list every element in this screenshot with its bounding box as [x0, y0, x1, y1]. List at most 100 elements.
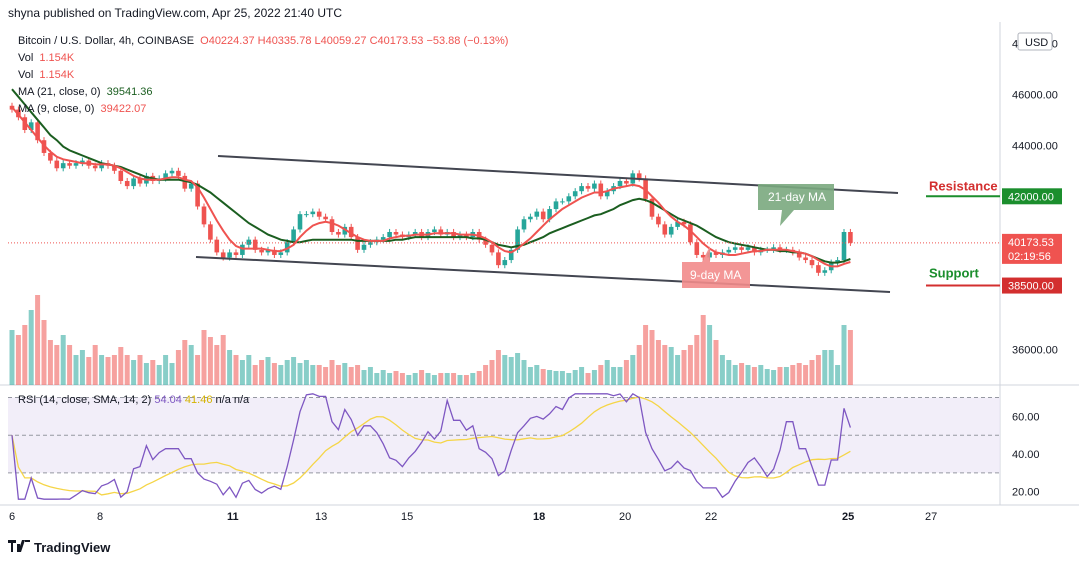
candle-body [668, 226, 674, 235]
volume-bar [54, 345, 60, 385]
candle-body [265, 249, 271, 253]
candle-body [182, 175, 188, 189]
candle-body [380, 237, 386, 240]
volume-bar [444, 373, 450, 385]
legend-ma21-row[interactable]: MA (21, close, 0) 39541.36 [18, 84, 508, 101]
volume-bar [566, 373, 572, 385]
volume-bar [707, 325, 713, 385]
candle-body [387, 232, 392, 238]
currency-label: USD [1025, 37, 1048, 49]
volume-bar [425, 373, 431, 385]
price-tick-label: 44000.00 [1012, 140, 1058, 152]
candle-body [124, 181, 130, 187]
candle-body [304, 214, 309, 216]
volume-bar [182, 340, 188, 385]
candle-body [278, 252, 284, 255]
volume-bar [828, 350, 834, 385]
candle-body [201, 206, 207, 225]
candle-body [118, 170, 124, 181]
volume-bar [73, 355, 79, 385]
volume-bar [169, 363, 175, 385]
volume-bar [92, 345, 98, 385]
volume-bar [150, 360, 156, 385]
legend-vol-row-2[interactable]: Vol 1.154K [18, 67, 508, 84]
candle-body [163, 173, 168, 179]
brand-name: TradingView [34, 540, 111, 555]
candle-body [656, 216, 661, 225]
volume-bar [259, 360, 265, 385]
footer-brand[interactable]: TradingView [8, 540, 110, 555]
candle-body [355, 237, 360, 250]
volume-bar [547, 370, 553, 385]
volume-bar [316, 365, 322, 385]
candle-body [227, 252, 232, 258]
candle-body [35, 122, 40, 141]
resistance-price-text: 42000.00 [1008, 191, 1054, 203]
candle-body [393, 232, 399, 235]
ma9-value: 39422.07 [100, 103, 147, 115]
rsi-tick-label: 40.00 [1012, 449, 1040, 461]
candle-body [361, 244, 367, 250]
candle-body [272, 249, 277, 255]
volume-bar [393, 371, 399, 385]
candle-body [291, 229, 296, 243]
candle-body [489, 244, 495, 253]
volume-bar [79, 350, 85, 385]
candle-body [841, 232, 847, 261]
volume-bar [156, 365, 162, 385]
volume-bar [502, 355, 508, 385]
volume-bar [809, 360, 815, 385]
x-tick-label: 11 [227, 511, 239, 523]
candle-body [60, 163, 66, 169]
candle-body [112, 165, 117, 171]
candle-body [848, 232, 853, 243]
volume-bar [463, 375, 469, 385]
volume-bar [771, 370, 777, 385]
volume-bar [579, 367, 585, 385]
candle-body [521, 219, 527, 230]
ma9-label: MA (9, close, 0) [18, 103, 95, 115]
volume-bar [835, 365, 841, 385]
candle-body [323, 216, 328, 220]
volume-bar [297, 363, 303, 385]
legend-vol-row-1[interactable]: Vol 1.154K [18, 50, 508, 67]
price-tick-label: 36000.00 [1012, 344, 1058, 356]
legend-ma9-row[interactable]: MA (9, close, 0) 39422.07 [18, 101, 508, 118]
volume-bar [623, 360, 629, 385]
volume-bar [649, 330, 655, 385]
x-tick-label: 15 [401, 511, 413, 523]
candle-body [624, 181, 629, 184]
candle-body [508, 249, 514, 261]
candle-body [188, 183, 194, 189]
price-tick-label: 46000.00 [1012, 89, 1058, 101]
volume-bar [41, 320, 47, 385]
candle-body [566, 196, 572, 202]
rsi-tick-label: 20.00 [1012, 487, 1040, 499]
volume-bar [22, 325, 28, 385]
volume-bar [323, 367, 329, 385]
volume-bar [195, 355, 201, 385]
legend-symbol-row[interactable]: Bitcoin / U.S. Dollar, 4h, COINBASE O402… [18, 33, 508, 50]
volume-bar [476, 371, 482, 385]
volume-bar [201, 330, 207, 385]
x-tick-label: 20 [619, 511, 631, 523]
candle-body [368, 242, 373, 245]
candle-body [28, 122, 34, 130]
candle-body [432, 229, 437, 232]
volume-bar [239, 360, 245, 385]
volume-bar [713, 340, 719, 385]
candle-body [214, 239, 220, 253]
volume-bar [796, 363, 802, 385]
candle-body [336, 232, 341, 235]
volume-bar [732, 365, 738, 385]
volume-bar [559, 371, 565, 385]
volume-bar [15, 335, 21, 385]
candle-body [700, 254, 706, 258]
volume-bar [367, 367, 373, 385]
support-label: Support [929, 266, 979, 281]
volume-bar [700, 315, 706, 385]
candle-body [483, 239, 488, 245]
candle-body [252, 239, 258, 250]
candle-body [451, 232, 456, 238]
